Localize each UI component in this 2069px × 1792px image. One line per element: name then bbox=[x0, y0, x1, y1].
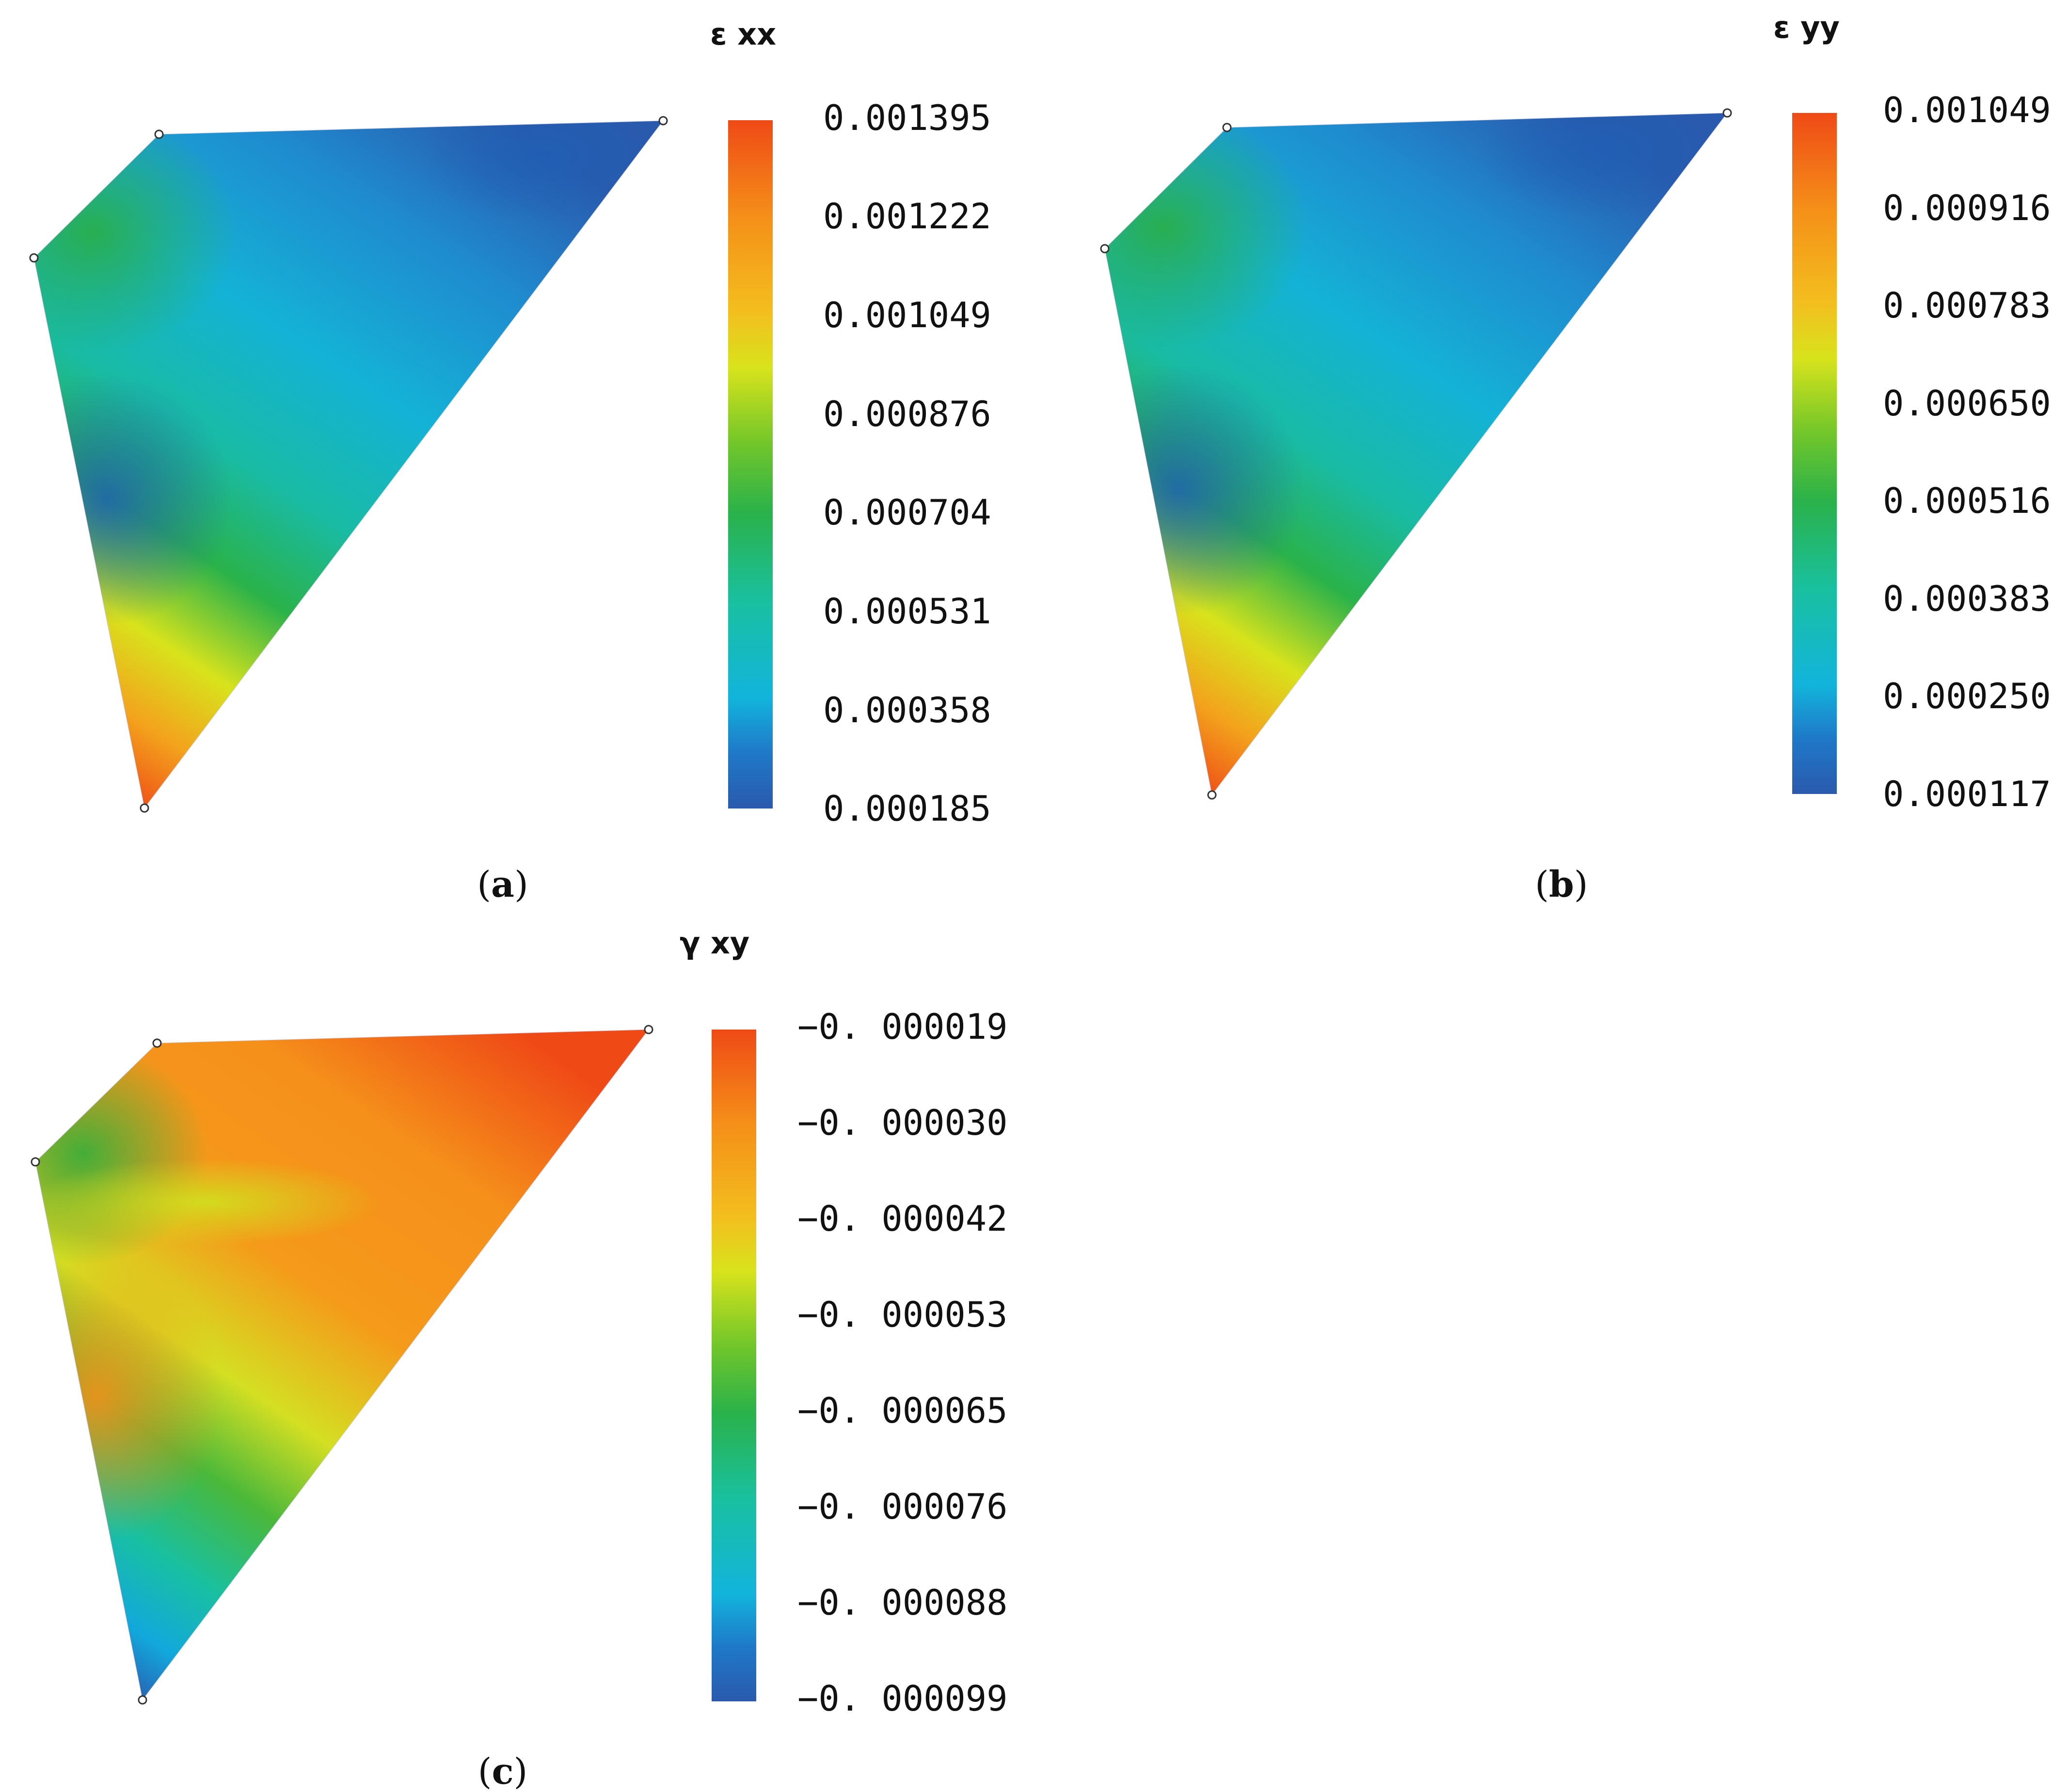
colorbar-tick-label: −0. 000065 bbox=[797, 1390, 1007, 1431]
mesh-node bbox=[152, 1038, 162, 1048]
panel-a-nodes bbox=[29, 116, 668, 813]
colorbar-tick-label: 0.001049 bbox=[1883, 90, 2051, 130]
panel-caption-letter: a bbox=[491, 864, 514, 905]
colorbar-tick-label: −0. 000030 bbox=[797, 1102, 1007, 1143]
mesh-node bbox=[644, 1025, 653, 1034]
colorbar-tick-label: 0.000185 bbox=[823, 788, 991, 829]
panel-caption: (a) bbox=[477, 864, 528, 905]
mesh-node bbox=[658, 116, 668, 126]
colorbar-tick-label: 0.000117 bbox=[1883, 774, 2051, 814]
panel-c: γ xy −0. 000019 −0. 000030 −0. 000042 −0… bbox=[31, 925, 1007, 1792]
colorbar-ticks: −0. 000019 −0. 000030 −0. 000042 −0. 000… bbox=[797, 1006, 1007, 1719]
colorbar-tick-label: −0. 000076 bbox=[797, 1486, 1007, 1527]
colorbar-title: ε xx bbox=[710, 16, 776, 52]
panel-b: ε yy 0.001049 0.000916 0.000783 0.000650… bbox=[1100, 10, 2051, 905]
panel-c-nodes bbox=[31, 1025, 653, 1705]
panel-b-field bbox=[1105, 113, 1727, 795]
colorbar-tick-label: 0.000250 bbox=[1883, 676, 2051, 716]
mesh-node bbox=[29, 253, 39, 263]
colorbar-tick-label: 0.000916 bbox=[1883, 188, 2051, 228]
mesh-node bbox=[1207, 790, 1217, 800]
colorbar-tick-label: 0.000876 bbox=[823, 394, 991, 434]
colorbar-tick-label: −0. 000019 bbox=[797, 1006, 1007, 1047]
mesh-node bbox=[138, 1695, 147, 1705]
panel-a: ε xx 0.001395 0.001222 0.001049 0.000876… bbox=[29, 16, 991, 905]
mesh-node bbox=[140, 803, 149, 813]
panel-caption: (c) bbox=[478, 1751, 528, 1792]
colorbar-tick-label: 0.000358 bbox=[823, 690, 991, 730]
colorbar-tick-label: −0. 000088 bbox=[797, 1582, 1007, 1623]
colorbar-ticks: 0.001049 0.000916 0.000783 0.000650 0.00… bbox=[1883, 90, 2051, 814]
colorbar-ticks: 0.001395 0.001222 0.001049 0.000876 0.00… bbox=[823, 97, 991, 829]
colorbar-tick-label: 0.000650 bbox=[1883, 383, 2051, 424]
panel-caption-letter: b bbox=[1549, 864, 1574, 905]
colorbar-title: ε yy bbox=[1773, 10, 1840, 45]
colorbar-tick-label: 0.000531 bbox=[823, 591, 991, 632]
colorbar-tick-label: 0.001222 bbox=[823, 196, 991, 237]
colorbar-tick-label: 0.000783 bbox=[1883, 285, 2051, 326]
mesh-node bbox=[1100, 244, 1110, 254]
panel-c-field bbox=[35, 1030, 649, 1700]
colorbar-tick-label: −0. 000099 bbox=[797, 1678, 1007, 1719]
mesh-node bbox=[1222, 123, 1232, 132]
colorbar bbox=[728, 120, 773, 809]
colorbar bbox=[712, 1030, 756, 1701]
mesh-node bbox=[154, 129, 164, 139]
panel-caption-letter: c bbox=[492, 1751, 513, 1792]
colorbar-tick-label: 0.001049 bbox=[823, 295, 991, 335]
colorbar-title: γ xy bbox=[680, 925, 749, 961]
mesh-node bbox=[31, 1157, 40, 1167]
colorbar-tick-label: 0.000704 bbox=[823, 492, 991, 533]
panel-caption: (b) bbox=[1535, 864, 1588, 905]
colorbar-tick-label: −0. 000053 bbox=[797, 1294, 1007, 1335]
colorbar-tick-label: 0.000383 bbox=[1883, 578, 2051, 619]
colorbar-tick-label: 0.000516 bbox=[1883, 480, 2051, 521]
colorbar-tick-label: 0.001395 bbox=[823, 97, 991, 138]
colorbar bbox=[1792, 113, 1837, 794]
panel-a-field bbox=[34, 121, 663, 808]
colorbar-tick-label: −0. 000042 bbox=[797, 1198, 1007, 1239]
mesh-node bbox=[1722, 108, 1732, 118]
panel-b-nodes bbox=[1100, 108, 1732, 800]
